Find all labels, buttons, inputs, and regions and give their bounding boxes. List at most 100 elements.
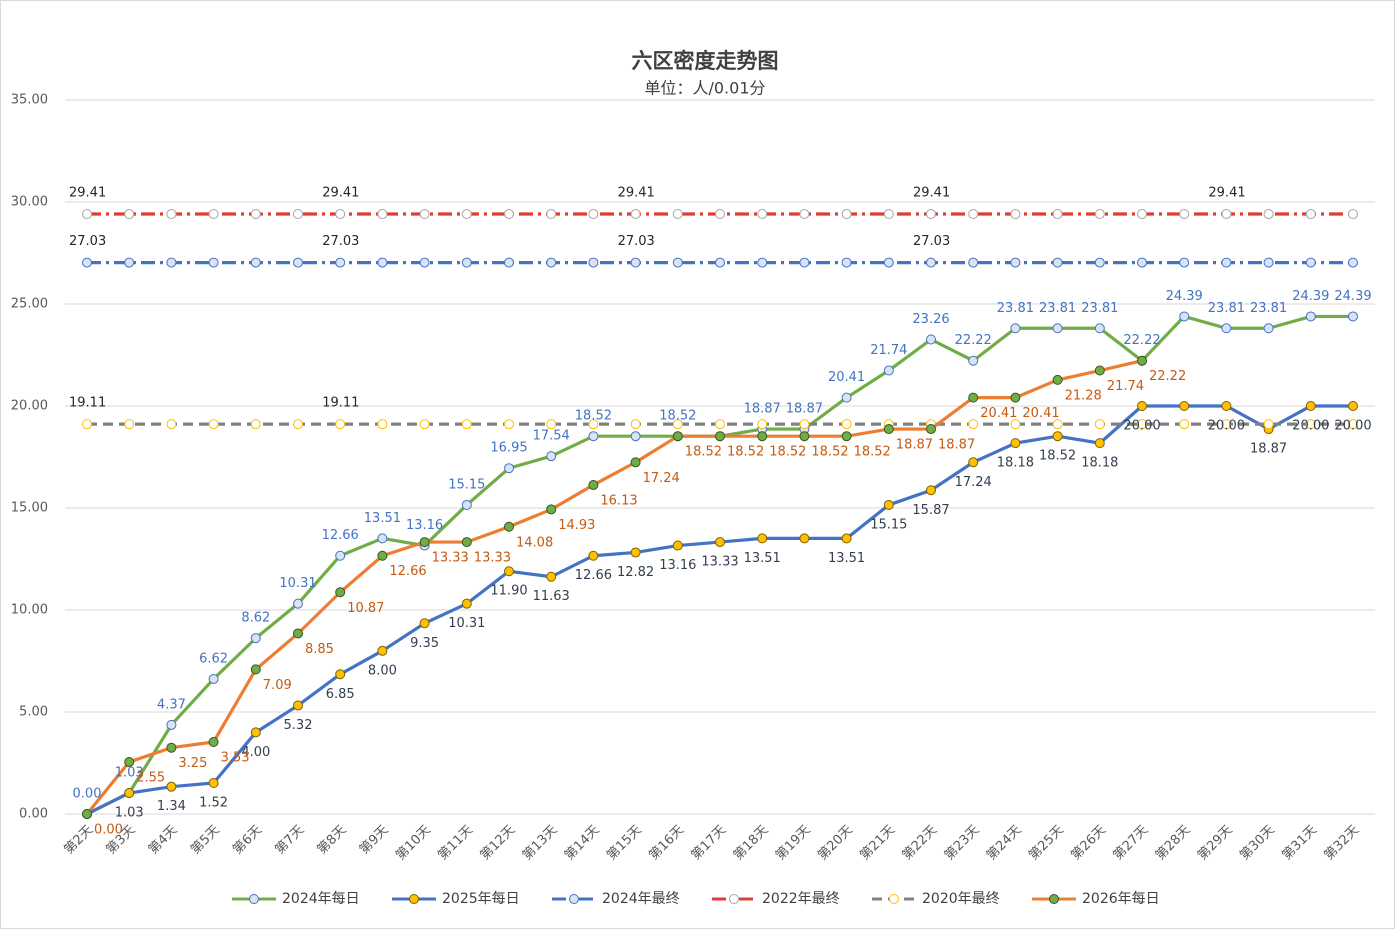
data-point	[1221, 323, 1232, 334]
data-label: 15.15	[870, 517, 907, 532]
data-point	[377, 645, 388, 656]
data-point	[504, 521, 514, 532]
data-point	[335, 257, 346, 268]
data-point	[672, 431, 683, 442]
data-point	[841, 257, 852, 268]
data-label: 13.33	[474, 551, 511, 566]
data-point	[293, 419, 303, 430]
data-label: 3.25	[178, 756, 207, 771]
data-label: 20.00	[1334, 419, 1371, 434]
data-point	[208, 209, 219, 220]
legend-marker	[569, 894, 579, 904]
data-point	[82, 419, 92, 430]
data-point	[757, 209, 768, 220]
data-label: 16.95	[490, 441, 527, 456]
data-point	[546, 571, 557, 582]
data-point	[1348, 311, 1358, 322]
data-point	[1137, 401, 1147, 411]
data-point	[757, 257, 768, 268]
data-point	[1305, 401, 1316, 411]
data-label: 29.41	[69, 186, 106, 201]
data-point	[124, 419, 135, 430]
data-point	[588, 419, 599, 430]
data-label: 13.51	[364, 511, 401, 526]
data-label: 6.85	[326, 687, 355, 702]
data-point	[1010, 257, 1021, 268]
data-point	[419, 419, 430, 430]
data-label: 11.63	[533, 589, 570, 604]
y-tick-label: 15.00	[11, 501, 48, 516]
data-label: 18.52	[854, 445, 891, 460]
data-label: 20.41	[980, 406, 1017, 421]
data-label: 13.33	[432, 551, 469, 566]
data-label: 8.62	[241, 611, 270, 626]
data-point	[166, 742, 177, 753]
data-point	[461, 209, 472, 220]
series-line	[85, 359, 1143, 816]
data-point	[1221, 419, 1232, 430]
data-point	[588, 431, 599, 442]
data-label: 1.03	[115, 765, 144, 780]
data-point	[461, 499, 472, 510]
data-label: 27.03	[913, 234, 950, 249]
data-point	[1052, 431, 1063, 442]
data-point	[841, 431, 852, 442]
data-label: 1.34	[157, 799, 186, 814]
legend-label: 2022年最终	[762, 891, 840, 907]
data-label: 8.00	[368, 663, 397, 678]
data-label: 8.85	[305, 642, 334, 657]
data-point	[1010, 438, 1021, 449]
data-point	[672, 257, 683, 268]
data-point	[166, 719, 177, 730]
data-point	[166, 419, 177, 430]
data-point	[1305, 209, 1316, 220]
data-point	[1052, 323, 1063, 334]
data-point	[208, 777, 219, 788]
data-point	[1094, 209, 1105, 220]
data-point	[1094, 365, 1105, 376]
data-label: 10.31	[279, 576, 316, 591]
data-label: 23.81	[1208, 301, 1245, 316]
data-point	[588, 209, 599, 220]
data-label: 23.26	[912, 312, 949, 327]
data-point	[377, 550, 388, 561]
data-point	[715, 419, 725, 430]
data-point	[546, 451, 557, 462]
data-label: 21.74	[870, 343, 907, 358]
data-point	[504, 257, 514, 268]
data-point	[335, 550, 346, 561]
data-point	[208, 673, 219, 684]
data-point	[1221, 401, 1232, 411]
data-point	[461, 257, 472, 268]
data-point	[1052, 374, 1063, 385]
data-point	[883, 209, 894, 220]
data-point	[1263, 323, 1274, 334]
data-label: 0.00	[94, 823, 123, 838]
data-point	[461, 537, 472, 548]
data-point	[841, 419, 852, 430]
data-label: 29.41	[322, 186, 359, 201]
data-label: 5.32	[284, 718, 313, 733]
data-point	[504, 419, 514, 430]
data-label: 2.55	[136, 770, 165, 785]
data-label: 18.52	[727, 445, 764, 460]
data-point	[124, 787, 135, 798]
data-point	[293, 257, 303, 268]
data-point	[926, 334, 936, 345]
data-point	[1305, 257, 1316, 268]
data-label: 12.66	[322, 528, 359, 543]
data-label: 29.41	[913, 186, 950, 201]
data-point	[1179, 401, 1190, 411]
data-point	[377, 209, 388, 220]
y-tick-label: 35.00	[11, 93, 48, 108]
data-point	[1305, 419, 1316, 430]
data-point	[504, 566, 514, 577]
data-point	[1137, 419, 1147, 430]
data-point	[672, 419, 683, 430]
data-label: 18.52	[659, 409, 696, 424]
data-point	[250, 257, 261, 268]
legend-marker	[249, 894, 259, 904]
data-point	[461, 419, 472, 430]
data-label: 20.00	[1208, 419, 1245, 434]
data-label: 18.52	[685, 445, 722, 460]
